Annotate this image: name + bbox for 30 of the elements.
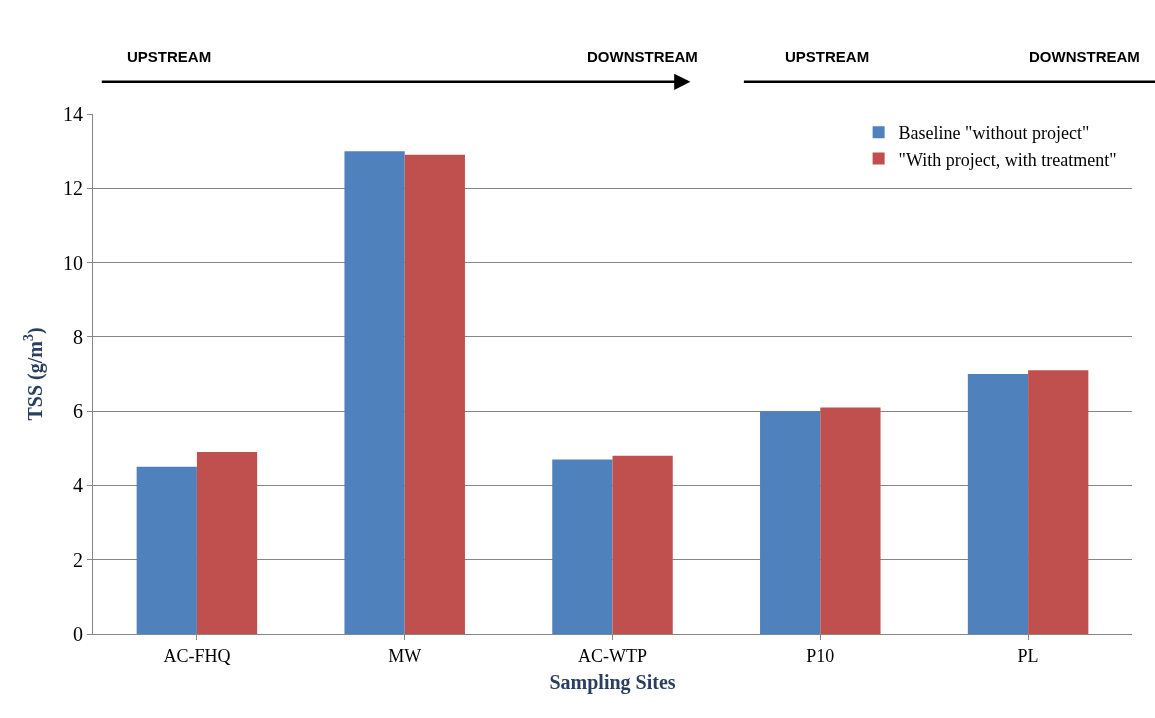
y-tick-label: 6 <box>73 400 83 423</box>
x-tick-label: AC-FHQ <box>163 645 231 666</box>
text: UPSTREAM <box>785 48 870 65</box>
bar <box>760 411 821 634</box>
bar <box>967 374 1029 634</box>
text: UPSTREAM <box>127 48 212 65</box>
x-tick-label: P10 <box>806 645 835 666</box>
bar <box>196 452 258 634</box>
bar <box>612 455 673 634</box>
x-tick-label: PL <box>1017 645 1039 666</box>
y-tick-label: 2 <box>73 548 83 571</box>
text: DOWNSTREAM <box>587 48 698 65</box>
x-tick-label: AC-WTP <box>578 645 647 666</box>
y-tick-label: 10 <box>63 251 83 274</box>
y-tick-label: 8 <box>73 325 83 348</box>
bar <box>404 154 465 634</box>
legend-label: Baseline "without project" <box>898 123 1090 144</box>
bar <box>552 459 613 634</box>
bar <box>1028 370 1089 634</box>
y-tick-label: 4 <box>73 474 83 497</box>
y-tick-label: 14 <box>63 103 83 125</box>
y-tick-label: 12 <box>63 177 83 200</box>
y-tick-label: 0 <box>73 623 83 645</box>
legend-label: "With project, with treatment" <box>898 149 1117 170</box>
bar <box>344 151 405 634</box>
x-tick-label: MW <box>388 645 422 666</box>
text: DOWNSTREAM <box>1029 48 1140 65</box>
bar <box>136 466 197 634</box>
bar <box>820 407 881 634</box>
x-axis-title: Sampling Sites <box>549 671 676 695</box>
